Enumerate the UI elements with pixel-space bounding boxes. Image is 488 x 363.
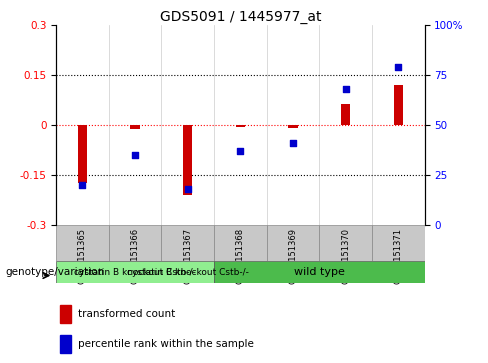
Text: transformed count: transformed count [78,309,176,319]
Title: GDS5091 / 1445977_at: GDS5091 / 1445977_at [160,11,321,24]
Bar [341,103,350,125]
Bar [162,225,214,261]
Bar [214,261,425,283]
Text: cystatin B knockout Cstb-/-: cystatin B knockout Cstb-/- [74,268,196,277]
Bar [130,125,140,129]
Text: genotype/variation: genotype/variation [5,267,104,277]
Point [342,86,349,92]
Bar [109,225,162,261]
Bar [214,225,266,261]
Text: GSM1151365: GSM1151365 [78,228,87,284]
Point [79,182,86,188]
Bar [183,125,192,195]
Text: GSM1151369: GSM1151369 [288,228,298,284]
Text: wild type: wild type [294,267,345,277]
Point [289,140,297,146]
Bar [393,85,403,125]
Text: GSM1151367: GSM1151367 [183,228,192,284]
Bar [56,261,214,283]
Text: percentile rank within the sample: percentile rank within the sample [78,339,254,349]
Point [394,65,402,70]
Bar [60,335,71,353]
Bar [60,305,71,323]
Text: GSM1151368: GSM1151368 [236,228,245,284]
Bar [372,225,425,261]
Bar [56,225,109,261]
Bar [78,125,87,183]
Point [131,152,139,158]
Bar [266,225,319,261]
Bar [319,225,372,261]
Text: cystatin B knockout Cstb-/-: cystatin B knockout Cstb-/- [127,268,249,277]
Text: GSM1151366: GSM1151366 [131,228,140,284]
Bar [288,125,298,128]
Text: GSM1151371: GSM1151371 [394,228,403,284]
Bar [236,125,245,127]
Point [237,148,244,154]
Text: GSM1151370: GSM1151370 [341,228,350,284]
Point [184,186,192,192]
